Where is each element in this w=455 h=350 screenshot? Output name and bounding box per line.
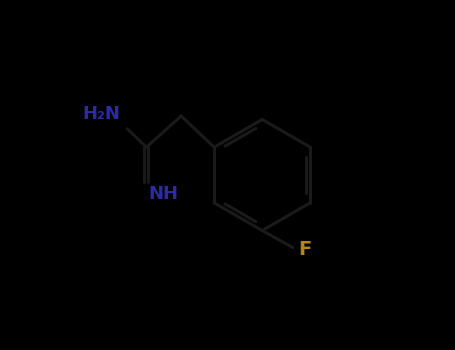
Text: F: F	[298, 240, 312, 259]
Text: H₂N: H₂N	[82, 105, 121, 123]
Text: NH: NH	[148, 185, 178, 203]
